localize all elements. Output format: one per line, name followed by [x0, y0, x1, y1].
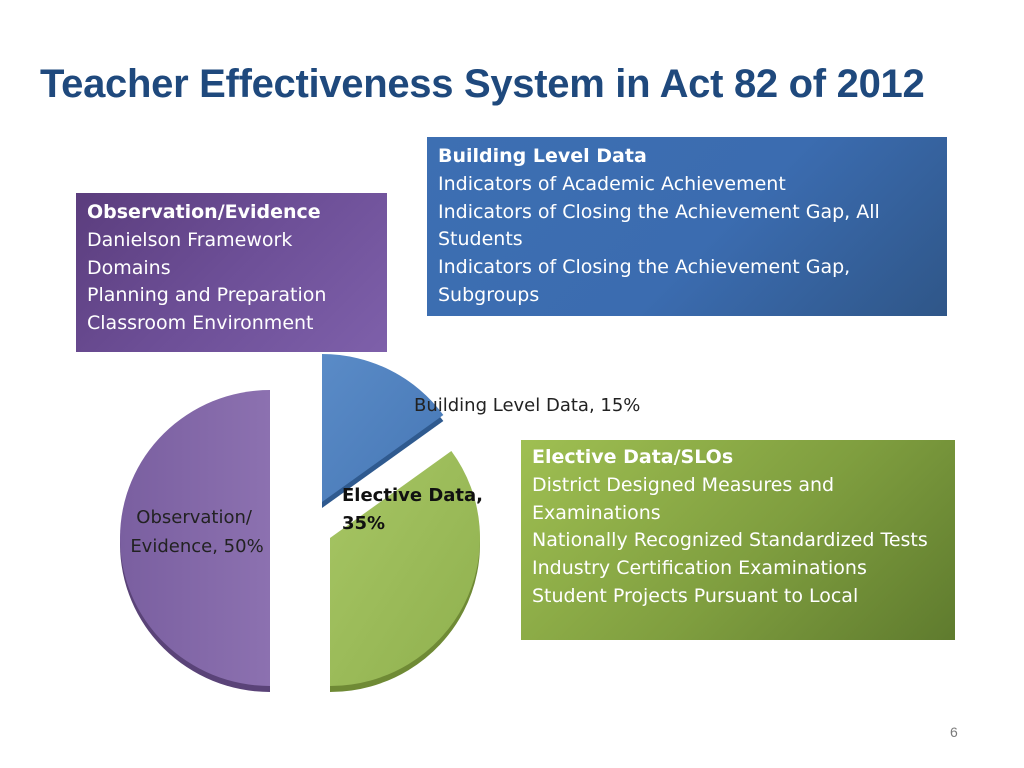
page-title: Teacher Effectiveness System in Act 82 o…: [40, 62, 925, 106]
elective-line: District Designed Measures and: [532, 473, 835, 496]
elective-data-box: Elective Data/SLOs District Designed Mea…: [521, 440, 955, 640]
building-line: Subgroups: [438, 283, 540, 306]
elective-line: Industry Certification Examinations: [532, 557, 867, 580]
elective-heading: Elective Data/SLOs: [532, 446, 734, 468]
building-line: Indicators of Closing the Achievement Ga…: [438, 256, 851, 279]
pie-slice-elective: [330, 451, 480, 686]
observation-line: Danielson Framework: [87, 228, 293, 251]
slice-label-observation-line2: Evidence, 50%: [130, 536, 263, 557]
elective-line: Examinations: [532, 501, 661, 524]
page-number: 6: [950, 724, 958, 740]
building-line: Indicators of Closing the Achievement Ga…: [438, 200, 880, 223]
observation-evidence-box: Observation/Evidence Danielson Framework…: [76, 193, 387, 352]
pie-slice-building: [322, 354, 444, 502]
building-line: Indicators of Academic Achievement: [438, 172, 786, 195]
observation-line: Planning and Preparation: [87, 284, 327, 307]
observation-heading: Observation/Evidence: [87, 201, 321, 223]
building-heading: Building Level Data: [438, 145, 647, 167]
observation-line: Classroom Environment: [87, 312, 314, 335]
slice-label-observation-line1: Observation/: [136, 507, 253, 528]
pie-slice-observation: [120, 390, 270, 686]
building-level-data-box: Building Level Data Indicators of Academ…: [427, 137, 947, 316]
elective-line: Nationally Recognized Standardized Tests: [532, 529, 928, 552]
building-line: Students: [438, 228, 523, 251]
slice-label-observation: Observation/ Evidence, 50%: [130, 507, 263, 557]
slice-label-elective-line1: Elective Data,: [342, 485, 483, 506]
slice-label-elective: Elective Data, 35%: [342, 485, 489, 534]
elective-line: Student Projects Pursuant to Local: [532, 584, 859, 607]
observation-line: Domains: [87, 256, 171, 279]
slice-label-building: Building Level Data, 15%: [414, 395, 640, 416]
slice-label-elective-line2: 35%: [342, 513, 385, 534]
